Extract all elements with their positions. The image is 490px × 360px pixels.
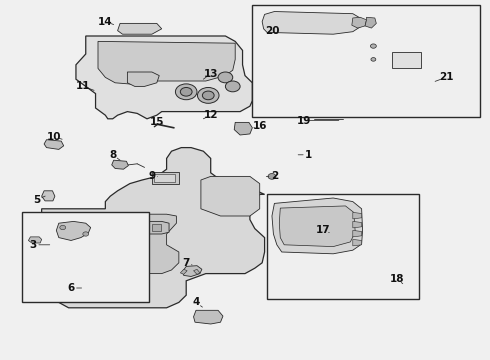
Polygon shape <box>152 172 179 184</box>
Polygon shape <box>352 17 367 28</box>
Text: 16: 16 <box>252 121 267 131</box>
Polygon shape <box>42 148 265 308</box>
Polygon shape <box>42 191 55 201</box>
Polygon shape <box>127 72 159 86</box>
Circle shape <box>268 174 276 179</box>
Text: 19: 19 <box>296 116 311 126</box>
Bar <box>252 5 480 117</box>
Circle shape <box>371 58 376 61</box>
Polygon shape <box>56 221 91 240</box>
Polygon shape <box>154 174 175 182</box>
Polygon shape <box>234 122 252 135</box>
Text: 10: 10 <box>47 132 61 142</box>
Text: 9: 9 <box>148 171 155 181</box>
Text: 21: 21 <box>439 72 453 82</box>
Bar <box>127 224 136 231</box>
Polygon shape <box>201 176 260 216</box>
Polygon shape <box>98 41 235 85</box>
Circle shape <box>289 230 294 234</box>
Polygon shape <box>272 198 363 254</box>
Polygon shape <box>279 206 355 247</box>
Text: 6: 6 <box>68 283 74 293</box>
Text: 2: 2 <box>271 171 278 181</box>
Bar <box>140 224 148 231</box>
Circle shape <box>197 87 219 103</box>
Polygon shape <box>353 239 362 246</box>
Text: 14: 14 <box>98 17 113 27</box>
Circle shape <box>225 81 240 92</box>
Polygon shape <box>112 160 128 169</box>
Circle shape <box>370 44 376 48</box>
Polygon shape <box>180 269 187 274</box>
Bar <box>392 52 421 68</box>
Bar <box>103 224 112 231</box>
Text: 4: 4 <box>192 297 200 307</box>
Circle shape <box>180 87 192 96</box>
Circle shape <box>175 84 197 100</box>
Polygon shape <box>76 214 179 274</box>
Polygon shape <box>28 237 42 243</box>
Circle shape <box>218 72 233 83</box>
Text: 18: 18 <box>390 274 404 284</box>
Polygon shape <box>353 221 362 228</box>
Circle shape <box>60 225 66 230</box>
Polygon shape <box>194 269 200 274</box>
Text: 7: 7 <box>182 258 190 268</box>
Bar <box>152 224 161 231</box>
Polygon shape <box>76 36 252 119</box>
Polygon shape <box>370 273 386 285</box>
Text: 15: 15 <box>149 117 164 127</box>
Polygon shape <box>353 212 362 219</box>
Text: 3: 3 <box>30 240 37 250</box>
Text: 20: 20 <box>265 26 279 36</box>
Polygon shape <box>353 230 362 237</box>
Circle shape <box>83 232 89 236</box>
Polygon shape <box>262 12 362 34</box>
Text: 8: 8 <box>109 150 116 160</box>
Bar <box>267 194 419 299</box>
Text: 5: 5 <box>33 195 40 205</box>
Text: 11: 11 <box>76 81 91 91</box>
Text: 17: 17 <box>316 225 331 235</box>
Polygon shape <box>365 17 376 28</box>
Circle shape <box>202 91 214 100</box>
Polygon shape <box>44 140 64 149</box>
Bar <box>22 212 149 302</box>
Polygon shape <box>69 284 87 293</box>
Polygon shape <box>78 221 169 234</box>
Text: 1: 1 <box>305 150 312 160</box>
Bar <box>91 224 99 231</box>
Polygon shape <box>118 23 162 34</box>
Polygon shape <box>194 310 223 324</box>
Polygon shape <box>182 266 202 276</box>
Text: 13: 13 <box>203 69 218 79</box>
Bar <box>115 224 124 231</box>
Text: 12: 12 <box>203 110 218 120</box>
